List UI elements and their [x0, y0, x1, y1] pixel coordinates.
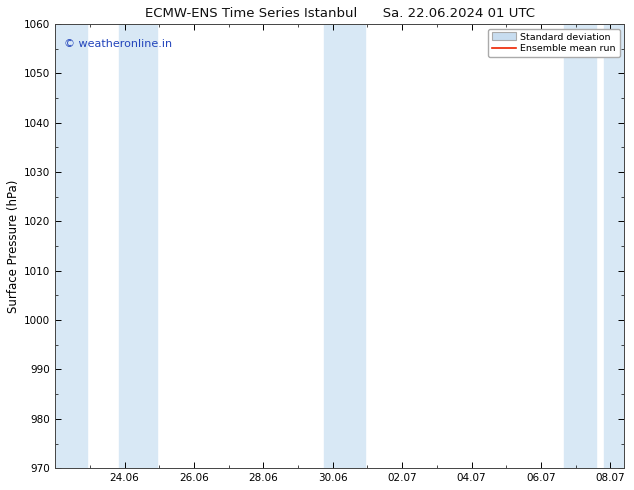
Bar	[604, 24, 624, 468]
Bar	[55, 24, 87, 468]
Bar	[324, 24, 365, 468]
Title: ECMW-ENS Time Series Istanbul      Sa. 22.06.2024 01 UTC: ECMW-ENS Time Series Istanbul Sa. 22.06.…	[145, 7, 534, 20]
Text: © weatheronline.in: © weatheronline.in	[64, 39, 172, 49]
Bar	[564, 24, 596, 468]
Y-axis label: Surface Pressure (hPa): Surface Pressure (hPa)	[7, 179, 20, 313]
Legend: Standard deviation, Ensemble mean run: Standard deviation, Ensemble mean run	[488, 28, 619, 57]
Bar	[119, 24, 157, 468]
